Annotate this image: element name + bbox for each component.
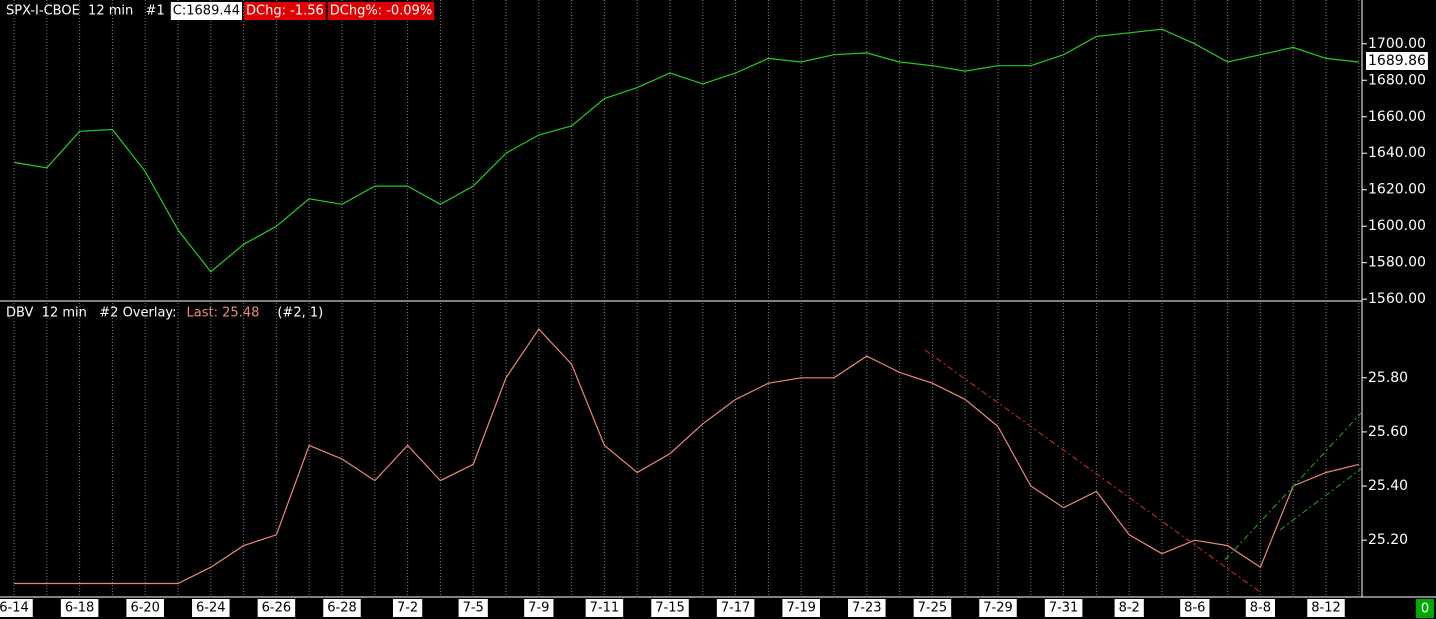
y-tick-label: 25.20 bbox=[1368, 532, 1408, 548]
x-tick-bg bbox=[126, 599, 164, 617]
header-value: DChg: -1.56 bbox=[246, 4, 324, 19]
y-tick-label: 1580.00 bbox=[1368, 255, 1426, 271]
x-tick-label: 8-6 bbox=[1184, 601, 1205, 616]
x-tick-bg bbox=[1307, 599, 1345, 617]
y-tick-label: 1660.00 bbox=[1368, 109, 1426, 125]
x-tick-label: 6-26 bbox=[262, 601, 292, 616]
panel-title: SPX-I-CBOE 12 min #1 bbox=[6, 4, 165, 19]
x-tick-label: 7-25 bbox=[918, 601, 948, 616]
x-tick-label: 7-2 bbox=[397, 601, 418, 616]
x-tick-bg bbox=[192, 599, 230, 617]
x-tick-bg bbox=[848, 599, 886, 617]
x-tick-bg bbox=[716, 599, 755, 617]
x-tick-label: 7-19 bbox=[786, 601, 816, 616]
x-tick-bg bbox=[913, 599, 952, 617]
x-tick-label: 7-17 bbox=[721, 601, 751, 616]
grid bbox=[13, 0, 1360, 597]
status-badge: 0 bbox=[1421, 602, 1429, 617]
data-line bbox=[13, 28, 1359, 273]
last-price-label: 1689.86 bbox=[1368, 53, 1426, 69]
y-tick-label: 25.40 bbox=[1368, 478, 1408, 494]
x-tick-bg bbox=[257, 599, 296, 617]
x-tick-label: 7-23 bbox=[852, 601, 882, 616]
trend-line bbox=[924, 349, 1261, 593]
plot bbox=[13, 28, 1359, 585]
x-tick-bg bbox=[1180, 599, 1210, 617]
x-tick-label: 7-9 bbox=[528, 601, 549, 616]
panel-title: DBV 12 min #2 Overlay: bbox=[6, 306, 177, 321]
x-tick-label: 7-31 bbox=[1049, 601, 1079, 616]
header-value: C:1689.44 bbox=[173, 4, 240, 19]
header-value-bg bbox=[244, 2, 326, 20]
header-value-bg bbox=[170, 2, 243, 20]
header-value: DChg%: -0.09% bbox=[330, 4, 432, 19]
trend-line bbox=[1224, 411, 1363, 561]
x-tick-bg bbox=[1245, 599, 1276, 617]
x-tick-bg bbox=[0, 599, 33, 617]
data-line bbox=[14, 328, 1359, 585]
x-tick-bg bbox=[392, 599, 423, 617]
trend-line bbox=[1279, 467, 1363, 531]
x-tick-label: 6-24 bbox=[196, 601, 226, 616]
x-tick-label: 7-5 bbox=[463, 601, 484, 616]
x-tick-bg bbox=[979, 599, 1017, 617]
x-tick-bg bbox=[651, 599, 689, 617]
x-tick-bg bbox=[60, 599, 99, 617]
header-value: (#2, 1) bbox=[277, 306, 323, 321]
y-tick-label: 1700.00 bbox=[1368, 36, 1426, 52]
header-value: Last: 25.48 bbox=[187, 306, 260, 321]
x-tick-label: 6-18 bbox=[65, 601, 95, 616]
x-tick-bg bbox=[323, 599, 361, 617]
x-tick-bg bbox=[458, 599, 488, 617]
x-tick-label: 7-11 bbox=[590, 601, 620, 616]
x-tick-bg bbox=[1044, 599, 1083, 617]
x-tick-label: 7-29 bbox=[983, 601, 1013, 616]
x-tick-label: 8-8 bbox=[1250, 601, 1271, 616]
y-tick-label: 1600.00 bbox=[1368, 218, 1426, 234]
x-tick-bg bbox=[524, 599, 554, 617]
x-tick-label: 7-15 bbox=[655, 601, 685, 616]
x-tick-label: 6-20 bbox=[130, 601, 160, 616]
x-tick-bg bbox=[782, 599, 820, 617]
x-tick-label: 6-14 bbox=[0, 601, 29, 616]
y-tick-label: 1680.00 bbox=[1368, 72, 1426, 88]
last-price-bg bbox=[1366, 52, 1428, 70]
y-tick-label: 1640.00 bbox=[1368, 145, 1426, 161]
x-tick-label: 8-12 bbox=[1311, 601, 1341, 616]
x-tick-bg bbox=[585, 599, 624, 617]
y-tick-label: 25.60 bbox=[1368, 424, 1408, 440]
status-badge-bg bbox=[1416, 599, 1434, 618]
header-value-bg bbox=[327, 2, 435, 20]
y-tick-label: 25.80 bbox=[1368, 370, 1408, 386]
y-tick-label: 1620.00 bbox=[1368, 182, 1426, 198]
y-tick-label: 1560.00 bbox=[1368, 291, 1426, 307]
x-tick-bg bbox=[1114, 599, 1144, 617]
x-tick-label: 6-28 bbox=[327, 601, 357, 616]
x-tick-label: 8-2 bbox=[1119, 601, 1140, 616]
